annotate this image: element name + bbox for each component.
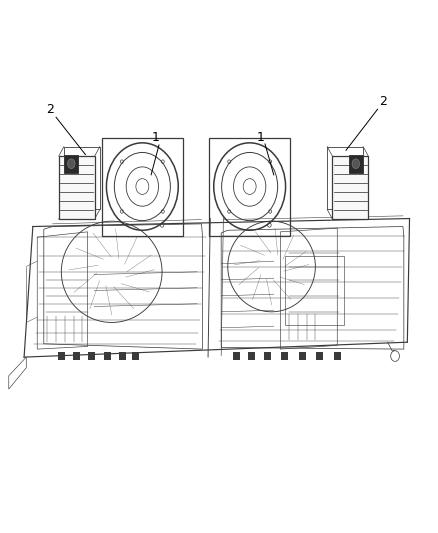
Bar xyxy=(104,352,111,360)
Bar xyxy=(316,352,323,360)
Text: 2: 2 xyxy=(46,103,54,116)
Bar xyxy=(88,352,95,360)
Bar xyxy=(349,155,363,173)
Text: 2: 2 xyxy=(379,95,387,108)
Text: 1: 1 xyxy=(257,131,265,144)
Bar xyxy=(132,352,139,360)
Bar xyxy=(73,352,80,360)
Ellipse shape xyxy=(67,159,75,168)
Bar xyxy=(119,352,126,360)
Bar xyxy=(248,352,255,360)
Bar xyxy=(281,352,288,360)
Bar xyxy=(64,155,78,173)
Ellipse shape xyxy=(352,159,360,168)
Bar xyxy=(299,352,306,360)
Bar xyxy=(334,352,341,360)
Bar xyxy=(59,156,95,219)
Bar xyxy=(58,352,65,360)
Text: 1: 1 xyxy=(152,131,159,144)
Bar xyxy=(264,352,271,360)
Bar xyxy=(332,156,368,219)
Bar xyxy=(233,352,240,360)
Bar xyxy=(285,256,344,325)
